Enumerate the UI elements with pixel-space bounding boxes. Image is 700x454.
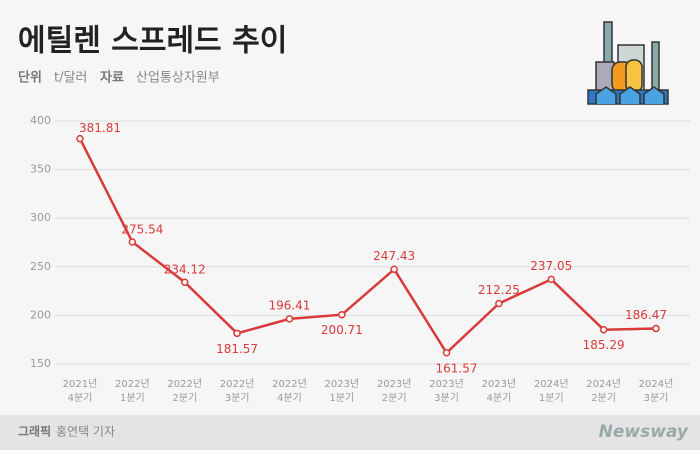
chart-title: 에틸렌 스프레드 추이 xyxy=(18,24,287,59)
data-label: 186.47 xyxy=(625,308,667,322)
background xyxy=(0,0,700,415)
x-tick-label: 2분기 xyxy=(591,392,616,404)
x-tick-label: 2022년 xyxy=(272,378,307,390)
point xyxy=(547,275,556,284)
x-tick-label: 2분기 xyxy=(382,392,407,404)
y-tick-label: 300 xyxy=(30,211,51,224)
unit: t/달러 xyxy=(54,71,87,86)
data-label: 247.43 xyxy=(373,249,415,263)
source: 산업통상자원부 xyxy=(136,71,220,86)
point xyxy=(128,238,137,246)
data-label: 381.81 xyxy=(79,121,121,135)
point xyxy=(285,315,294,323)
point xyxy=(180,278,189,286)
x-tick-label: 2024년 xyxy=(534,378,569,390)
x-tick-label: 1분기 xyxy=(120,392,145,404)
y-tick-label: 150 xyxy=(30,357,51,370)
data-label: 234.12 xyxy=(164,263,206,277)
point xyxy=(599,325,608,334)
x-tick-label: 2022년 xyxy=(115,378,150,390)
data-label: 275.54 xyxy=(121,222,163,236)
point xyxy=(233,329,241,338)
data-label: 161.57 xyxy=(436,361,478,375)
x-tick-label: 1분기 xyxy=(329,392,354,404)
y-tick-label: 250 xyxy=(30,260,51,273)
data-label: 200.71 xyxy=(321,323,363,337)
x-tick-label: 3분기 xyxy=(434,392,459,404)
point xyxy=(495,299,503,308)
x-tick-label: 4분기 xyxy=(487,392,512,404)
point xyxy=(338,310,346,319)
unit-label: 단위 xyxy=(18,70,42,86)
point xyxy=(76,134,84,143)
point xyxy=(652,324,660,333)
x-tick-label: 2분기 xyxy=(172,392,197,404)
y-tick-label: 200 xyxy=(30,308,51,321)
x-tick-label: 2022년 xyxy=(167,378,202,390)
data-label: 196.41 xyxy=(268,298,310,312)
x-tick-label: 2022년 xyxy=(220,378,255,390)
x-tick-label: 1분기 xyxy=(539,392,564,404)
data-label: 181.57 xyxy=(216,342,258,356)
credit: 홍연택 기자 xyxy=(56,425,115,439)
x-tick-label: 4분기 xyxy=(277,392,302,404)
x-tick-label: 2024년 xyxy=(639,378,674,390)
logo: Newsway xyxy=(599,422,689,442)
source-label: 자료 xyxy=(100,71,124,86)
point xyxy=(390,265,398,274)
point xyxy=(442,349,451,357)
x-tick-label: 2023년 xyxy=(429,378,464,390)
data-label: 185.29 xyxy=(583,338,625,352)
x-tick-label: 2023년 xyxy=(482,378,517,390)
x-tick-label: 3분기 xyxy=(225,392,250,404)
factory-icon xyxy=(587,21,669,105)
line xyxy=(78,138,657,355)
data-label: 212.25 xyxy=(478,283,520,297)
x-tick-label: 2023년 xyxy=(324,378,359,390)
y-tick-label: 400 xyxy=(30,114,51,127)
x-tick-label: 2021년 xyxy=(63,378,98,390)
x-tick-label: 3분기 xyxy=(644,392,669,404)
x-tick-label: 2023년 xyxy=(377,378,412,390)
y-tick-label: 350 xyxy=(30,163,51,176)
credit-label: 그래픽 xyxy=(18,424,51,439)
data-label: 237.05 xyxy=(530,259,572,273)
x-tick-label: 2024년 xyxy=(586,378,621,390)
footer-band xyxy=(0,415,700,450)
x-tick-label: 4분기 xyxy=(68,392,93,404)
